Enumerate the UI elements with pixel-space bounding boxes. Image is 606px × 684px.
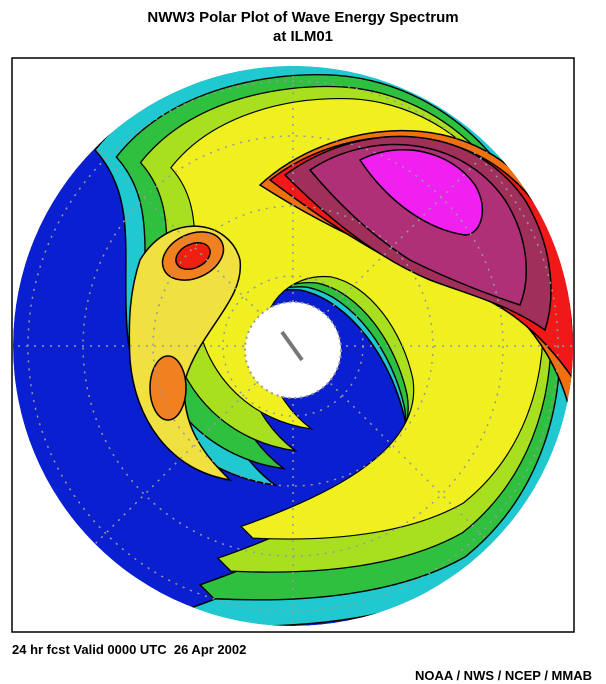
title: at ILM01	[273, 28, 333, 45]
title: NWW3 Polar Plot of Wave Energy Spectrum	[147, 9, 458, 26]
valid-time: 24 hr fcst Valid 0000 UTC 26 Apr 2002	[12, 642, 246, 657]
spectrum	[13, 66, 573, 626]
credit: NOAA / NWS / NCEP / MMAB	[415, 668, 592, 683]
